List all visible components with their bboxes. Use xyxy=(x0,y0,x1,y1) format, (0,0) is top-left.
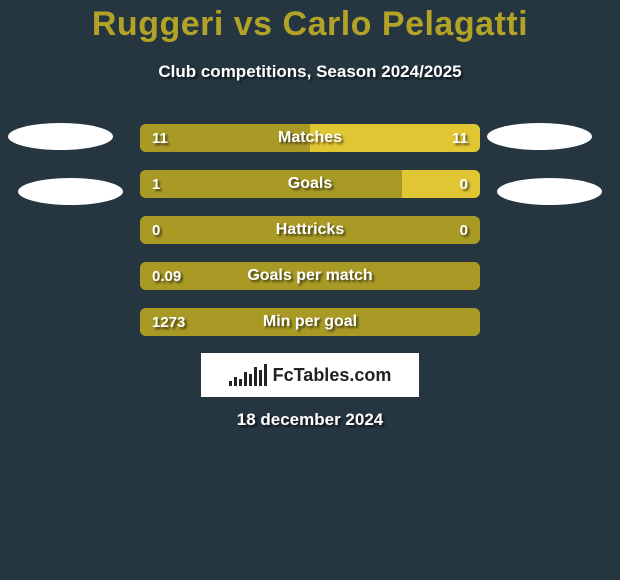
logo-bar-icon xyxy=(239,379,242,386)
stat-value-right: 0 xyxy=(460,216,468,244)
player-right-ellipse-1 xyxy=(487,123,592,150)
fctables-logo: FcTables.com xyxy=(201,353,419,397)
infographic-date: 18 december 2024 xyxy=(0,410,620,430)
comparison-title: Ruggeri vs Carlo Pelagatti xyxy=(0,0,620,44)
player-left-ellipse-2 xyxy=(18,178,123,205)
stat-row: 1273Min per goal xyxy=(140,308,480,336)
logo-bar-icon xyxy=(234,377,237,386)
stat-bar-left xyxy=(140,124,310,152)
stat-bar-left xyxy=(140,262,480,290)
stats-container: 1111Matches 10Goals 0 0Hattricks 0.09Goals p… xyxy=(140,124,480,354)
logo-bar-icon xyxy=(249,374,252,386)
stat-row: 10Goals xyxy=(140,170,480,198)
stat-row: 1111Matches xyxy=(140,124,480,152)
stat-bar-left xyxy=(140,170,402,198)
logo-text: FcTables.com xyxy=(273,365,392,386)
stat-bar-left xyxy=(140,308,480,336)
comparison-subtitle: Club competitions, Season 2024/2025 xyxy=(0,62,620,82)
logo-bars-icon xyxy=(229,364,267,386)
logo-bar-icon xyxy=(229,381,232,386)
stat-bar-right xyxy=(310,124,480,152)
player-right-ellipse-2 xyxy=(497,178,602,205)
logo-bar-icon xyxy=(264,364,267,386)
logo-bar-icon xyxy=(259,370,262,386)
stat-value-left: 0 xyxy=(152,216,160,244)
player-left-ellipse-1 xyxy=(8,123,113,150)
stat-row: 0.09Goals per match xyxy=(140,262,480,290)
logo-bar-icon xyxy=(244,372,247,386)
logo-bar-icon xyxy=(254,367,257,386)
stat-row: 0 0Hattricks xyxy=(140,216,480,244)
stat-label: Hattricks xyxy=(140,216,480,244)
stat-bar-right xyxy=(402,170,480,198)
